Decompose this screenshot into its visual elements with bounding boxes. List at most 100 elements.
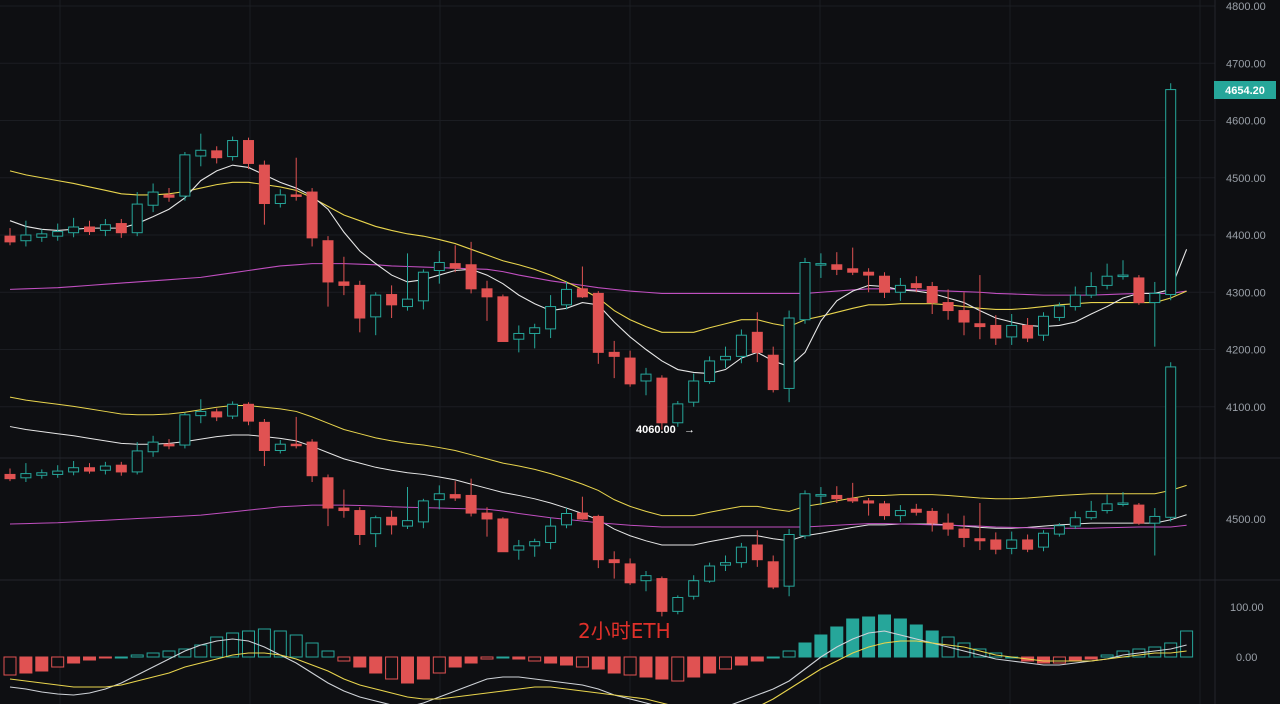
candles[interactable] (4, 83, 1177, 430)
mini-candle (497, 518, 509, 553)
osc-bar (893, 618, 907, 658)
osc-bar (528, 656, 542, 662)
candle-down (338, 281, 350, 286)
candle-up (402, 298, 413, 308)
candle-up (894, 284, 906, 293)
candle-down (211, 150, 223, 159)
candle-down (990, 324, 1002, 339)
candle-down (958, 310, 970, 323)
candle-up (720, 355, 731, 361)
candle-up (704, 360, 716, 383)
osc-bar (1180, 630, 1194, 658)
osc-bar (289, 634, 303, 658)
candle-up (227, 140, 239, 158)
candle-up (1085, 286, 1097, 296)
osc-bar (734, 656, 748, 666)
candle-down (879, 275, 890, 293)
mini-candle (417, 500, 429, 523)
candle-up (672, 403, 684, 424)
candle-down (354, 284, 366, 319)
mini-candle (640, 575, 652, 582)
osc-bar (560, 656, 573, 666)
osc-bar (1084, 656, 1098, 660)
candle-down (831, 264, 843, 270)
osc-bar (719, 656, 732, 670)
mini-candle (481, 512, 493, 520)
mini-candle (258, 421, 270, 451)
mini-candle (402, 520, 413, 527)
osc-bar (671, 656, 685, 682)
mini-candle (561, 513, 572, 526)
mini-candle (306, 441, 318, 477)
mini-candle (195, 410, 207, 417)
osc-bar (83, 656, 96, 661)
mini-candle (688, 580, 700, 597)
mini-candle (592, 515, 604, 561)
candle-up (147, 191, 159, 206)
mini-candle (1149, 515, 1161, 524)
mini-candle (545, 525, 557, 543)
mini-candle (386, 516, 398, 526)
price-tick-label: 4600.00 (1226, 116, 1266, 128)
osc-bar (3, 656, 17, 676)
last-price-tag (1214, 81, 1276, 99)
candle-up (1038, 315, 1049, 336)
mini-candle (1022, 539, 1034, 550)
osc-bar (512, 656, 526, 660)
osc-bar (353, 656, 367, 668)
candle-down (608, 351, 620, 357)
mini-candle (863, 500, 875, 504)
mini-candle (36, 472, 48, 476)
candle-up (433, 261, 445, 271)
candle-down (163, 194, 175, 198)
osc-bar (401, 656, 414, 684)
mid-axis-label: 4500.00 (1226, 514, 1266, 526)
osc-bar (416, 656, 430, 680)
candle-up (417, 271, 429, 302)
osc-bar (687, 656, 701, 678)
mini-candle (513, 545, 525, 551)
osc-bar (575, 656, 589, 668)
osc-bar (178, 648, 192, 658)
mini-candle (1085, 510, 1097, 519)
osc-tick-label: 0.00 (1236, 652, 1257, 664)
osc-bar (464, 656, 478, 664)
mini-candle (720, 562, 731, 566)
candle-down (656, 377, 668, 424)
osc-bar (1068, 656, 1082, 662)
mini-candle (815, 494, 827, 497)
osc-bar (321, 650, 335, 658)
osc-bar (369, 656, 383, 674)
candle-up (131, 203, 143, 234)
mini-candle (879, 503, 890, 517)
osc-bar (130, 654, 144, 658)
band-upper (9, 396, 1187, 517)
mini-candle (624, 563, 636, 584)
osc-bar (273, 630, 287, 658)
mini-candle (20, 473, 32, 479)
mini-candle (274, 443, 286, 452)
candle-up (1053, 305, 1065, 318)
candle-up (370, 294, 382, 318)
osc-bar (703, 656, 717, 674)
candle-up (1165, 89, 1177, 296)
mini-candle (847, 497, 859, 502)
price-tick-label: 4100.00 (1226, 402, 1266, 414)
osc-bar (591, 656, 605, 670)
osc-bar (607, 656, 621, 674)
candle-up (1069, 294, 1081, 308)
osc-bar (830, 626, 844, 658)
mini-candle (115, 464, 127, 473)
mini-candle (211, 411, 223, 418)
osc-bar (385, 656, 399, 680)
candle-down (497, 296, 509, 342)
candle-down (1133, 277, 1145, 304)
candle-down (974, 323, 986, 328)
osc-line-1 (9, 630, 1187, 704)
mini-candle (1117, 502, 1129, 505)
candle-down (306, 191, 318, 239)
osc-bar (655, 656, 669, 680)
mini-candle (735, 546, 747, 564)
candle-up (688, 380, 700, 403)
